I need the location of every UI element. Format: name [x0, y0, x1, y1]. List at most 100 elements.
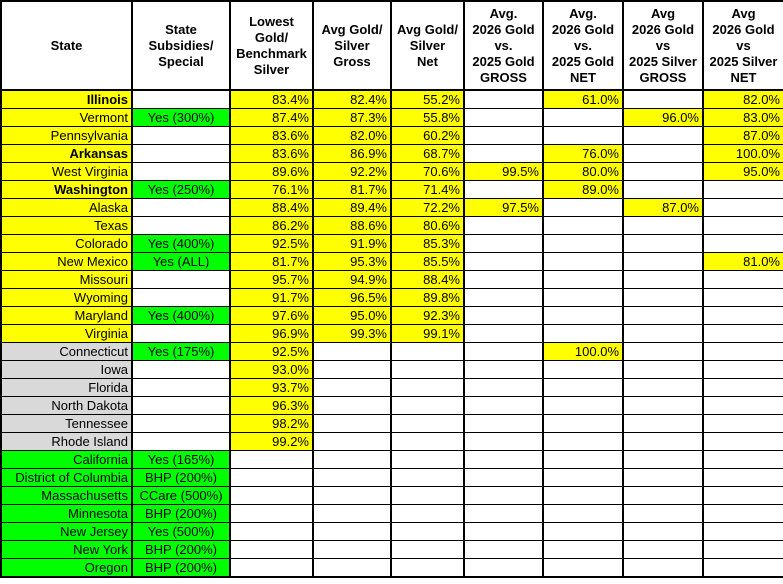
value-cell[interactable]: 76.0%: [542, 144, 624, 163]
value-cell[interactable]: [702, 450, 783, 469]
value-cell[interactable]: [463, 324, 544, 343]
subsidy-cell[interactable]: Yes (250%): [131, 180, 231, 199]
value-cell[interactable]: [463, 378, 544, 397]
value-cell[interactable]: 86.2%: [229, 216, 314, 235]
value-cell[interactable]: [390, 378, 465, 397]
value-cell[interactable]: 91.9%: [312, 234, 392, 253]
value-cell[interactable]: 88.4%: [229, 198, 314, 217]
value-cell[interactable]: [463, 342, 544, 361]
subsidy-cell[interactable]: [131, 162, 231, 181]
value-cell[interactable]: 70.6%: [390, 162, 465, 181]
value-cell[interactable]: [312, 468, 392, 487]
subsidy-cell[interactable]: [131, 324, 231, 343]
value-cell[interactable]: [463, 89, 544, 109]
value-cell[interactable]: [622, 180, 704, 199]
value-cell[interactable]: [702, 270, 783, 289]
value-cell[interactable]: [622, 288, 704, 307]
value-cell[interactable]: [542, 360, 624, 379]
value-cell[interactable]: [390, 468, 465, 487]
value-cell[interactable]: [702, 198, 783, 217]
value-cell[interactable]: 80.6%: [390, 216, 465, 235]
value-cell[interactable]: 71.4%: [390, 180, 465, 199]
subsidy-cell[interactable]: CCare (500%): [131, 486, 231, 505]
value-cell[interactable]: [622, 432, 704, 451]
state-cell[interactable]: Oregon: [0, 558, 133, 578]
value-cell[interactable]: 55.2%: [390, 89, 465, 109]
value-cell[interactable]: [542, 396, 624, 415]
value-cell[interactable]: 99.3%: [312, 324, 392, 343]
value-cell[interactable]: 80.0%: [542, 162, 624, 181]
value-cell[interactable]: 98.2%: [229, 414, 314, 433]
value-cell[interactable]: 83.6%: [229, 126, 314, 145]
subsidy-cell[interactable]: [131, 288, 231, 307]
value-cell[interactable]: [622, 450, 704, 469]
value-cell[interactable]: [229, 522, 314, 541]
state-cell[interactable]: Arkansas: [0, 144, 133, 163]
column-header-state[interactable]: State: [0, 0, 133, 91]
column-header-2026v2025-gold-gross[interactable]: Avg. 2026 Gold vs. 2025 Gold GROSS: [463, 0, 544, 91]
value-cell[interactable]: [702, 342, 783, 361]
state-cell[interactable]: Wyoming: [0, 288, 133, 307]
value-cell[interactable]: 92.3%: [390, 306, 465, 325]
value-cell[interactable]: [390, 504, 465, 523]
value-cell[interactable]: [463, 504, 544, 523]
value-cell[interactable]: 95.7%: [229, 270, 314, 289]
value-cell[interactable]: [622, 558, 704, 578]
subsidy-cell[interactable]: Yes (175%): [131, 342, 231, 361]
value-cell[interactable]: [542, 216, 624, 235]
value-cell[interactable]: [312, 414, 392, 433]
state-cell[interactable]: Minnesota: [0, 504, 133, 523]
value-cell[interactable]: 83.6%: [229, 144, 314, 163]
value-cell[interactable]: [622, 126, 704, 145]
value-cell[interactable]: [542, 468, 624, 487]
value-cell[interactable]: 94.9%: [312, 270, 392, 289]
state-cell[interactable]: Maryland: [0, 306, 133, 325]
state-cell[interactable]: Florida: [0, 378, 133, 397]
value-cell[interactable]: [463, 180, 544, 199]
value-cell[interactable]: [463, 432, 544, 451]
value-cell[interactable]: 83.0%: [702, 108, 783, 127]
value-cell[interactable]: 93.0%: [229, 360, 314, 379]
value-cell[interactable]: 87.3%: [312, 108, 392, 127]
subsidy-cell[interactable]: [131, 414, 231, 433]
subsidy-cell[interactable]: BHP (200%): [131, 558, 231, 578]
value-cell[interactable]: [702, 180, 783, 199]
value-cell[interactable]: [542, 126, 624, 145]
subsidy-cell[interactable]: [131, 89, 231, 109]
value-cell[interactable]: [622, 234, 704, 253]
value-cell[interactable]: [622, 270, 704, 289]
value-cell[interactable]: [702, 288, 783, 307]
value-cell[interactable]: [463, 234, 544, 253]
state-cell[interactable]: Connecticut: [0, 342, 133, 361]
value-cell[interactable]: 92.5%: [229, 342, 314, 361]
state-cell[interactable]: Missouri: [0, 270, 133, 289]
value-cell[interactable]: [622, 540, 704, 559]
value-cell[interactable]: 81.0%: [702, 252, 783, 271]
column-header-avg-gold-silver-gross[interactable]: Avg Gold/ Silver Gross: [312, 0, 392, 91]
value-cell[interactable]: [463, 360, 544, 379]
value-cell[interactable]: 92.5%: [229, 234, 314, 253]
value-cell[interactable]: 99.1%: [390, 324, 465, 343]
subsidy-cell[interactable]: [131, 378, 231, 397]
value-cell[interactable]: [702, 540, 783, 559]
value-cell[interactable]: [622, 468, 704, 487]
state-cell[interactable]: Washington: [0, 180, 133, 199]
value-cell[interactable]: [229, 468, 314, 487]
value-cell[interactable]: [702, 486, 783, 505]
value-cell[interactable]: [542, 234, 624, 253]
value-cell[interactable]: [463, 252, 544, 271]
value-cell[interactable]: [229, 540, 314, 559]
value-cell[interactable]: 91.7%: [229, 288, 314, 307]
value-cell[interactable]: 55.8%: [390, 108, 465, 127]
value-cell[interactable]: [312, 450, 392, 469]
value-cell[interactable]: 85.3%: [390, 234, 465, 253]
value-cell[interactable]: [229, 450, 314, 469]
state-cell[interactable]: Rhode Island: [0, 432, 133, 451]
value-cell[interactable]: 89.6%: [229, 162, 314, 181]
subsidy-cell[interactable]: [131, 432, 231, 451]
value-cell[interactable]: [390, 396, 465, 415]
subsidy-cell[interactable]: BHP (200%): [131, 468, 231, 487]
subsidy-cell[interactable]: [131, 126, 231, 145]
value-cell[interactable]: [312, 342, 392, 361]
value-cell[interactable]: [229, 486, 314, 505]
